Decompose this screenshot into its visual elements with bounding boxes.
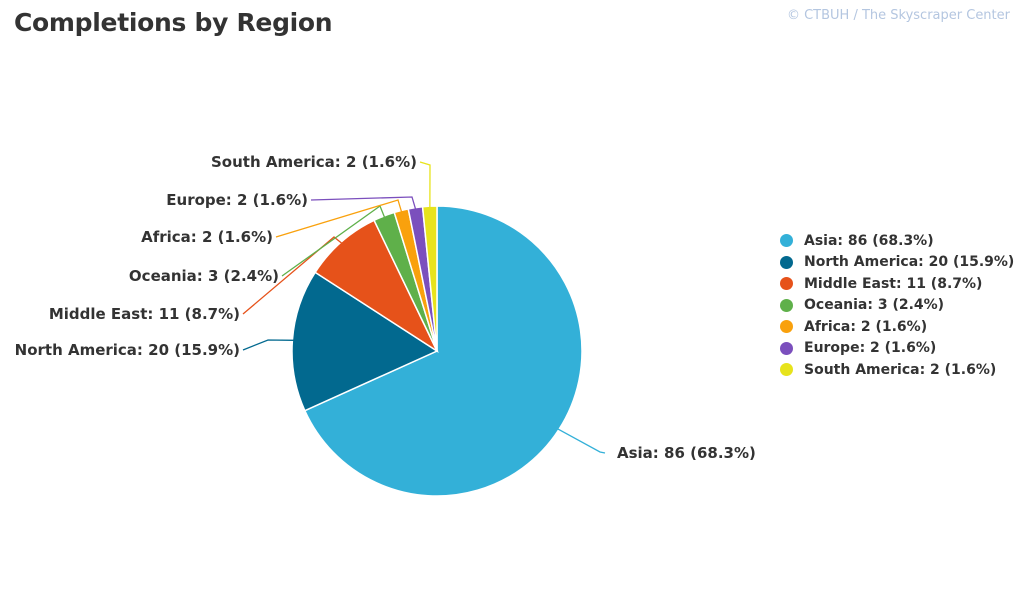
legend-item[interactable]: Asia: 86 (68.3%) xyxy=(780,230,1014,252)
chart-title: Completions by Region xyxy=(14,8,333,37)
label-connector xyxy=(242,339,295,351)
legend-swatch xyxy=(780,298,793,312)
legend-label: Africa: 2 (1.6%) xyxy=(804,318,928,335)
data-label-europe: Europe: 2 (1.6%) xyxy=(166,191,308,209)
legend-item[interactable]: South America: 2 (1.6%) xyxy=(780,359,1014,381)
legend-item[interactable]: North America: 20 (15.9%) xyxy=(780,252,1014,274)
legend-label: South America: 2 (1.6%) xyxy=(804,361,997,378)
legend-item[interactable]: Europe: 2 (1.6%) xyxy=(780,338,1014,360)
legend: Asia: 86 (68.3%) North America: 20 (15.9%… xyxy=(780,230,1014,381)
legend-label: Middle East: 11 (8.7%) xyxy=(804,275,983,292)
legend-swatch xyxy=(780,277,793,291)
label-connector xyxy=(242,236,343,315)
label-connector xyxy=(419,161,431,209)
legend-label: Asia: 86 (68.3%) xyxy=(804,232,934,249)
data-label-north-america: North America: 20 (15.9%) xyxy=(15,341,240,359)
legend-swatch xyxy=(780,255,793,269)
legend-item[interactable]: Africa: 2 (1.6%) xyxy=(780,316,1014,338)
legend-label: Europe: 2 (1.6%) xyxy=(804,340,937,357)
data-label-africa: Africa: 2 (1.6%) xyxy=(141,228,273,246)
pie-slices xyxy=(291,205,583,497)
label-connector xyxy=(310,196,417,210)
data-label-asia: Asia: 86 (68.3%) xyxy=(617,444,756,462)
credit-link[interactable]: © CTBUH / The Skyscraper Center xyxy=(786,8,1010,23)
legend-label: Oceania: 3 (2.4%) xyxy=(804,297,945,314)
data-label-oceania: Oceania: 3 (2.4%) xyxy=(129,267,279,285)
label-connector xyxy=(556,428,606,454)
label-connector xyxy=(275,199,403,238)
data-label-middle-east: Middle East: 11 (8.7%) xyxy=(49,305,240,323)
data-labels: Asia: 86 (68.3%) North America: 20 (15.9%… xyxy=(15,153,756,462)
legend-label: North America: 20 (15.9%) xyxy=(804,254,1015,271)
legend-item[interactable]: Middle East: 11 (8.7%) xyxy=(780,273,1014,295)
legend-swatch xyxy=(780,320,793,334)
legend-swatch xyxy=(780,363,793,377)
data-label-south-america: South America: 2 (1.6%) xyxy=(211,153,417,171)
legend-swatch xyxy=(780,234,793,248)
label-connectors xyxy=(242,161,606,454)
legend-swatch xyxy=(780,341,793,355)
legend-item[interactable]: Oceania: 3 (2.4%) xyxy=(780,295,1014,317)
